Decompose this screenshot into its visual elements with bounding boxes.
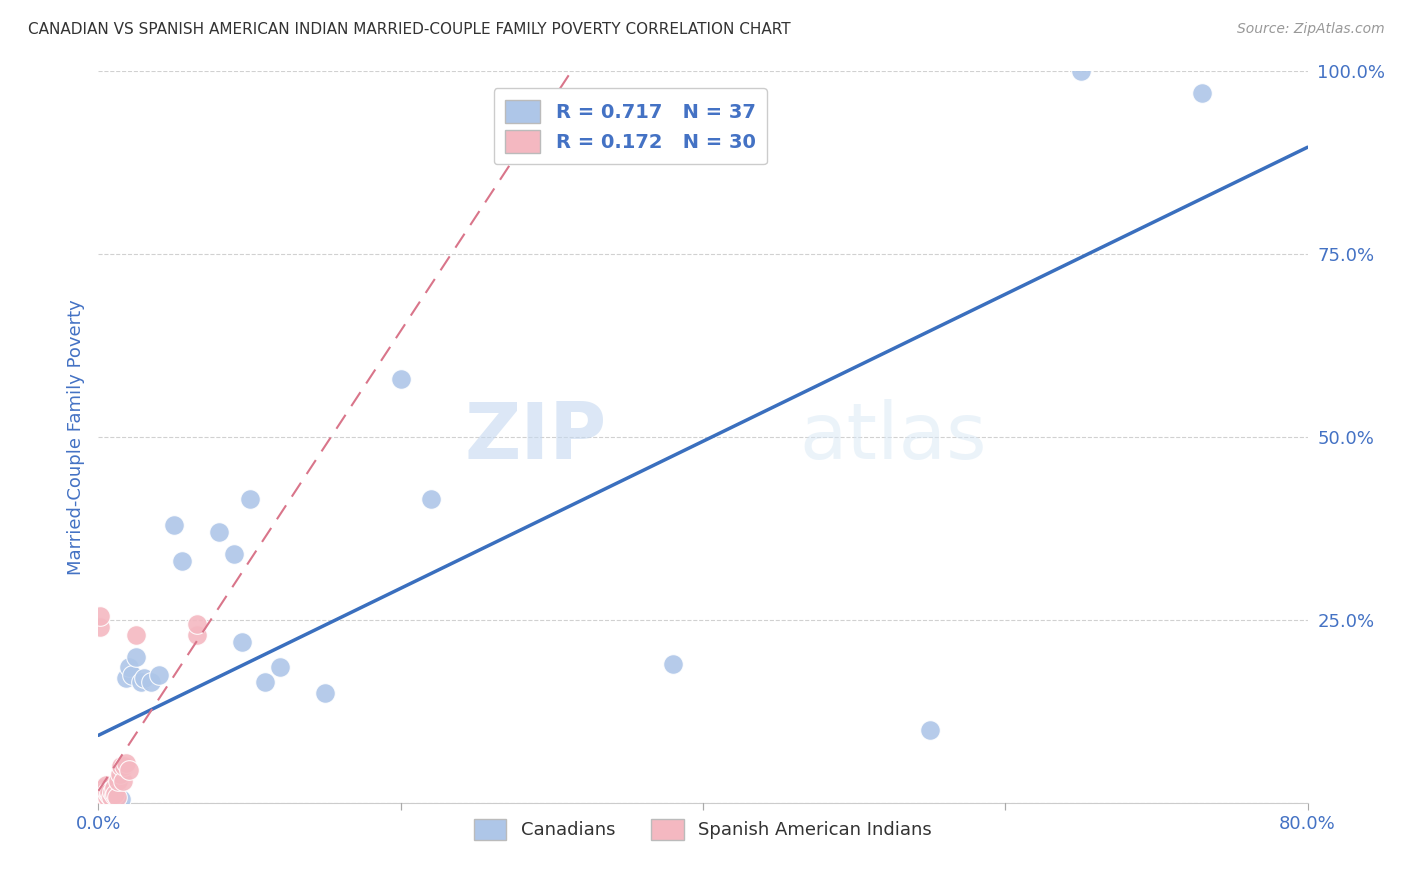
Point xyxy=(89,792,111,806)
Text: CANADIAN VS SPANISH AMERICAN INDIAN MARRIED-COUPLE FAMILY POVERTY CORRELATION CH: CANADIAN VS SPANISH AMERICAN INDIAN MARR… xyxy=(28,22,790,37)
Point xyxy=(107,773,129,788)
Point xyxy=(105,789,128,803)
Legend: Canadians, Spanish American Indians: Canadians, Spanish American Indians xyxy=(465,810,941,848)
Point xyxy=(132,672,155,686)
Point xyxy=(148,667,170,681)
Point xyxy=(91,785,114,799)
Point xyxy=(114,672,136,686)
Point xyxy=(104,787,127,801)
Point xyxy=(101,792,124,806)
Point xyxy=(103,789,125,803)
Point xyxy=(269,660,291,674)
Point xyxy=(96,789,118,804)
Point xyxy=(104,785,127,799)
Point xyxy=(125,649,148,664)
Point xyxy=(89,609,111,624)
Point xyxy=(1070,64,1092,78)
Point xyxy=(231,635,253,649)
Point xyxy=(224,547,246,561)
Point xyxy=(121,667,143,681)
Point xyxy=(125,627,148,641)
Point xyxy=(93,792,115,806)
Point xyxy=(110,792,132,806)
Point xyxy=(105,789,128,804)
Point xyxy=(100,789,122,803)
Text: atlas: atlas xyxy=(800,399,987,475)
Point xyxy=(90,792,112,806)
Point xyxy=(420,492,443,507)
Point xyxy=(93,787,115,801)
Point xyxy=(89,620,111,634)
Point xyxy=(98,789,121,803)
Point xyxy=(94,789,117,803)
Point xyxy=(110,759,132,773)
Point xyxy=(103,787,125,801)
Point xyxy=(163,517,186,532)
Point xyxy=(1191,87,1213,101)
Point xyxy=(90,781,112,796)
Point xyxy=(208,525,231,540)
Point xyxy=(112,759,135,773)
Y-axis label: Married-Couple Family Poverty: Married-Couple Family Poverty xyxy=(66,299,84,575)
Point xyxy=(89,796,111,810)
Point xyxy=(108,766,131,780)
Point xyxy=(253,675,276,690)
Point xyxy=(186,627,208,641)
Point xyxy=(107,789,129,803)
Point xyxy=(100,789,122,804)
Point xyxy=(111,773,134,788)
Point xyxy=(239,492,262,507)
Point xyxy=(89,792,111,806)
Point xyxy=(93,789,115,804)
Point xyxy=(141,675,163,690)
Point xyxy=(170,554,193,568)
Point xyxy=(114,756,136,770)
Point xyxy=(103,781,125,796)
Point xyxy=(118,660,141,674)
Point xyxy=(918,723,941,737)
Point xyxy=(98,785,121,799)
Point xyxy=(98,787,121,801)
Point xyxy=(101,785,124,799)
Point xyxy=(91,792,114,806)
Point xyxy=(661,657,683,671)
Text: Source: ZipAtlas.com: Source: ZipAtlas.com xyxy=(1237,22,1385,37)
Point xyxy=(118,763,141,777)
Point xyxy=(96,789,118,804)
Point xyxy=(389,371,412,385)
Point xyxy=(186,616,208,631)
Point xyxy=(94,778,117,792)
Text: ZIP: ZIP xyxy=(464,399,606,475)
Point xyxy=(314,686,336,700)
Point xyxy=(94,785,117,799)
Point xyxy=(96,785,118,799)
Point xyxy=(91,789,114,803)
Point xyxy=(129,675,152,690)
Point xyxy=(90,789,112,803)
